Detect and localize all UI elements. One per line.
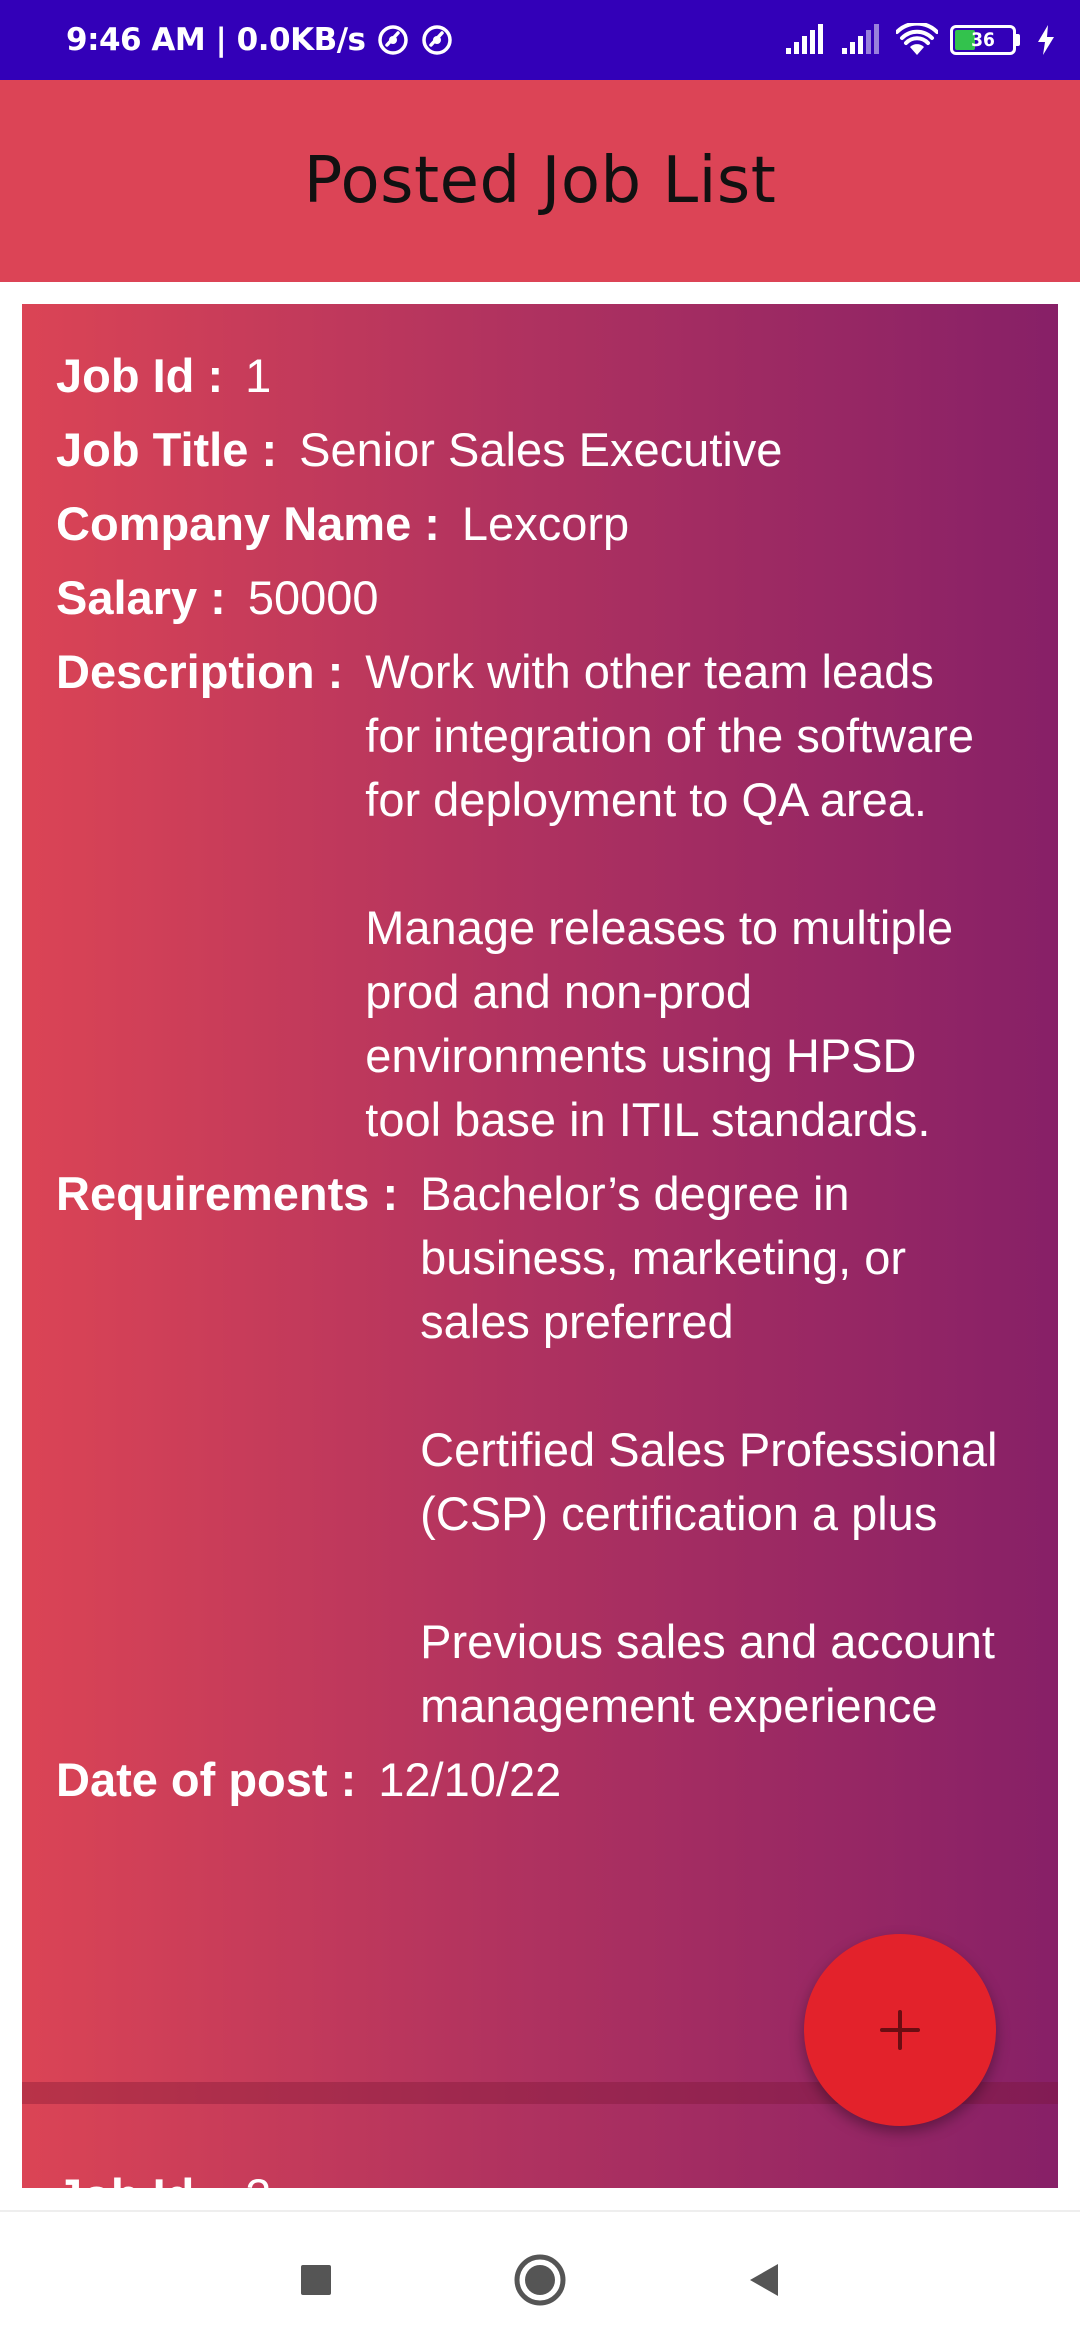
wifi-icon	[896, 23, 938, 55]
battery-body: 36	[950, 25, 1016, 55]
signal-icon-2	[842, 24, 879, 54]
job-card[interactable]: Job Id : 1 Job Title : Senior Sales Exec…	[22, 304, 1058, 2104]
company-row: Company Name : Lexcorp	[56, 492, 1024, 556]
description-value: Work with other team leads for integrati…	[365, 645, 974, 1146]
job-id-value: 2	[245, 2164, 271, 2188]
job-id-label: Job Id :	[56, 2164, 223, 2188]
battery-tip	[1016, 34, 1020, 46]
charging-bolt-icon	[1038, 25, 1054, 55]
requirements-label: Requirements :	[56, 1167, 399, 1220]
requirements-row: Requirements : Bachelor’s degree in busi…	[56, 1162, 1024, 1738]
card-divider	[22, 2082, 1058, 2104]
triangle-back-icon	[750, 2264, 778, 2296]
home-button[interactable]	[512, 2252, 568, 2308]
date-value: 12/10/22	[378, 1753, 562, 1806]
job-title-value: Senior Sales Executive	[299, 423, 783, 476]
system-nav-bar	[0, 2210, 1080, 2340]
page-title: Posted Job List	[303, 144, 777, 218]
add-job-button[interactable]	[804, 1934, 996, 2126]
job-title-label: Job Title :	[56, 423, 278, 476]
salary-label: Salary :	[56, 571, 226, 624]
date-label: Date of post :	[56, 1753, 357, 1806]
job-list[interactable]: Job Id : 1 Job Title : Senior Sales Exec…	[22, 304, 1058, 2188]
status-right: 36	[784, 23, 1056, 57]
signal-icon	[786, 24, 823, 54]
battery-level: 36	[971, 29, 995, 51]
date-row: Date of post : 12/10/22	[56, 1748, 1024, 1812]
circle-home-icon	[514, 2254, 566, 2306]
job-title-row: Job Title : Senior Sales Executive	[56, 418, 1024, 482]
requirements-value: Bachelor’s degree in business, marketing…	[420, 1167, 998, 1732]
salary-value: 50000	[247, 571, 379, 624]
status-time-speed: 9:46 AM | 0.0KB/s	[66, 22, 366, 58]
app-bar: Posted Job List	[0, 80, 1080, 282]
vpn-icon	[421, 25, 452, 55]
battery-fill	[955, 30, 975, 50]
status-bar: 9:46 AM | 0.0KB/s	[0, 0, 1080, 80]
job-id-row: Job Id : 1	[56, 344, 1024, 408]
job-id-row: Job Id : 2	[56, 2164, 1024, 2188]
plus-icon	[880, 2010, 920, 2050]
back-button[interactable]	[736, 2252, 792, 2308]
square-icon	[301, 2265, 331, 2295]
description-label: Description :	[56, 645, 344, 698]
company-value: Lexcorp	[461, 497, 630, 550]
company-label: Company Name :	[56, 497, 440, 550]
battery-indicator: 36	[950, 25, 1020, 55]
job-id-value: 1	[245, 349, 272, 402]
data-saver-icon	[377, 25, 408, 55]
salary-row: Salary : 50000	[56, 566, 1024, 630]
status-left: 9:46 AM | 0.0KB/s	[66, 22, 454, 58]
job-id-label: Job Id :	[56, 349, 224, 402]
recent-apps-button[interactable]	[288, 2252, 344, 2308]
description-row: Description : Work with other team leads…	[56, 640, 1024, 1152]
